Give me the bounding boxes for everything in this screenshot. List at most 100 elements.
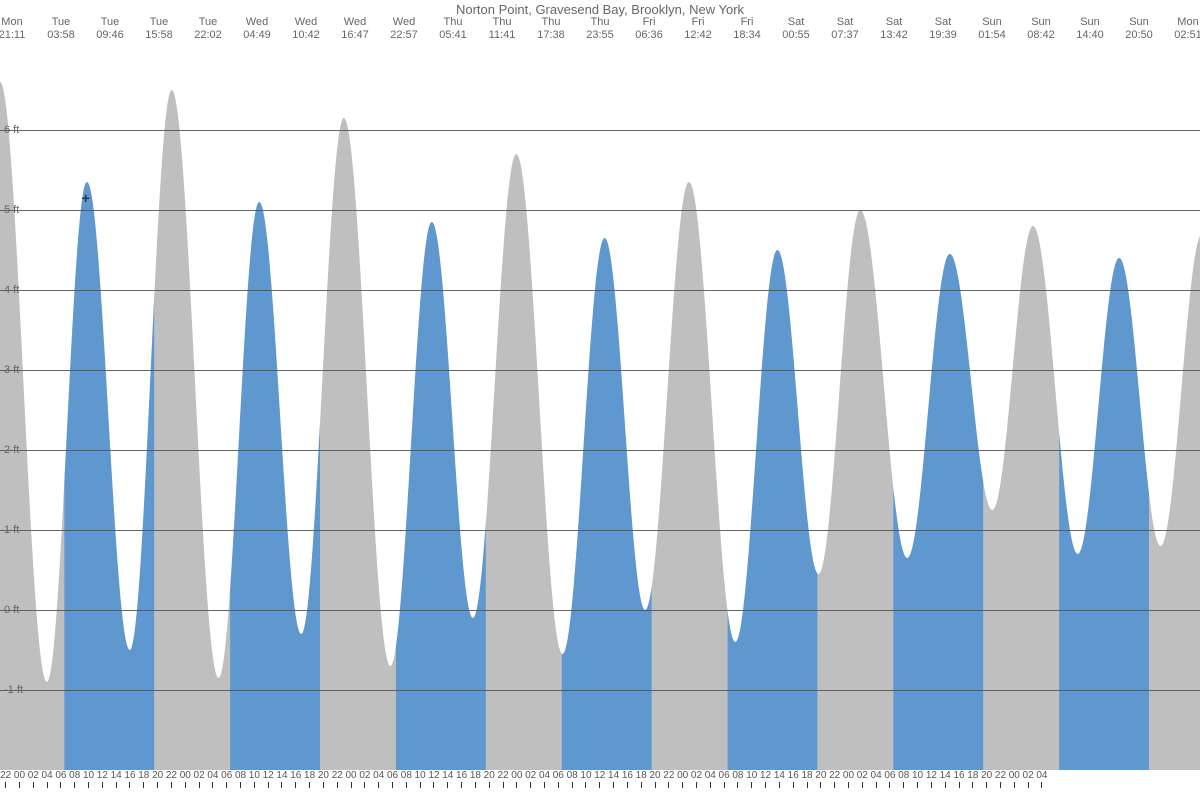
x-tick-mark — [392, 782, 393, 788]
x-tick-mark — [1041, 782, 1042, 788]
x-tick-mark — [793, 782, 794, 788]
header-column: Mon21:11 — [0, 16, 32, 41]
gridline — [0, 290, 1200, 291]
x-tick-mark — [834, 782, 835, 788]
header-day: Thu — [444, 16, 463, 29]
x-tick-mark — [309, 782, 310, 788]
y-axis-label: 0 ft — [4, 604, 19, 616]
x-tick-mark — [351, 782, 352, 788]
x-tick-mark — [475, 782, 476, 788]
x-tick-mark — [572, 782, 573, 788]
header-day: Tue — [150, 16, 169, 29]
x-tick-mark — [972, 782, 973, 788]
x-tick-mark — [420, 782, 421, 788]
header-time: 09:46 — [96, 29, 124, 42]
header-day: Sun — [982, 16, 1002, 29]
header-day: Sat — [837, 16, 854, 29]
header-day: Sat — [788, 16, 805, 29]
x-tick-mark — [281, 782, 282, 788]
x-tick-mark — [60, 782, 61, 788]
x-tick-mark — [917, 782, 918, 788]
header-column: Tue03:58 — [41, 16, 81, 41]
x-tick-mark — [641, 782, 642, 788]
header-column: Fri12:42 — [678, 16, 718, 41]
header-time: 22:57 — [390, 29, 418, 42]
x-tick-mark — [185, 782, 186, 788]
header-time: 18:34 — [733, 29, 761, 42]
header-column: Sat07:37 — [825, 16, 865, 41]
x-tick-mark — [212, 782, 213, 788]
header-column: Fri06:36 — [629, 16, 669, 41]
x-tick-mark — [682, 782, 683, 788]
header-column: Sun08:42 — [1021, 16, 1061, 41]
x-tick-mark — [254, 782, 255, 788]
header-column: Tue22:02 — [188, 16, 228, 41]
header-column: Sat13:42 — [874, 16, 914, 41]
header-time: 06:36 — [635, 29, 663, 42]
x-tick-mark — [516, 782, 517, 788]
x-tick-mark — [544, 782, 545, 788]
x-tick-mark — [903, 782, 904, 788]
header-time: 03:58 — [47, 29, 75, 42]
x-tick-mark — [19, 782, 20, 788]
header-column: Wed04:49 — [237, 16, 277, 41]
x-tick-mark — [696, 782, 697, 788]
gridline — [0, 130, 1200, 131]
x-tick-mark — [171, 782, 172, 788]
header-day: Fri — [741, 16, 754, 29]
header-column: Wed16:47 — [335, 16, 375, 41]
x-tick-mark — [47, 782, 48, 788]
header-day: Mon — [1177, 16, 1198, 29]
x-tick-mark — [406, 782, 407, 788]
x-tick-mark — [489, 782, 490, 788]
header-time: 05:41 — [439, 29, 467, 42]
header-day: Wed — [246, 16, 268, 29]
x-tick-mark — [268, 782, 269, 788]
x-tick-mark — [433, 782, 434, 788]
y-axis-label: 3 ft — [4, 364, 19, 376]
header-time: 11:41 — [489, 29, 516, 42]
x-tick-mark — [862, 782, 863, 788]
header-day: Wed — [344, 16, 366, 29]
header-day: Mon — [1, 16, 22, 29]
header-day: Sat — [935, 16, 952, 29]
x-tick-mark — [945, 782, 946, 788]
header-time: 23:55 — [586, 29, 614, 42]
header-day: Sun — [1080, 16, 1100, 29]
x-tick-mark — [143, 782, 144, 788]
y-axis-label: 1 ft — [4, 524, 19, 536]
x-tick-mark — [116, 782, 117, 788]
header-column: Sat00:55 — [776, 16, 816, 41]
x-tick-mark — [129, 782, 130, 788]
header-day: Wed — [393, 16, 415, 29]
x-tick-mark — [613, 782, 614, 788]
header-day: Wed — [295, 16, 317, 29]
x-tick-mark — [378, 782, 379, 788]
x-tick: 04 — [1032, 770, 1052, 788]
gridline — [0, 610, 1200, 611]
x-tick-mark — [295, 782, 296, 788]
header-column: Mon02:51 — [1168, 16, 1200, 41]
x-tick-mark — [102, 782, 103, 788]
x-tick-mark — [461, 782, 462, 788]
header-time: 21:11 — [0, 29, 25, 42]
plot-area: -1 ft0 ft1 ft2 ft3 ft4 ft5 ft6 ft+ — [0, 50, 1200, 770]
x-tick-mark — [627, 782, 628, 788]
header-column: Wed22:57 — [384, 16, 424, 41]
header-column: Thu05:41 — [433, 16, 473, 41]
header-day: Sat — [886, 16, 903, 29]
header-time: 20:50 — [1125, 29, 1153, 42]
header-column: Tue09:46 — [90, 16, 130, 41]
header-day: Sun — [1129, 16, 1149, 29]
gridline — [0, 690, 1200, 691]
y-axis-label: 4 ft — [4, 284, 19, 296]
header-day: Sun — [1031, 16, 1051, 29]
x-tick-mark — [447, 782, 448, 788]
x-tick-mark — [1014, 782, 1015, 788]
gridline — [0, 530, 1200, 531]
header-column: Thu17:38 — [531, 16, 571, 41]
x-tick-mark — [74, 782, 75, 788]
x-tick-mark — [558, 782, 559, 788]
header-time: 12:42 — [684, 29, 712, 42]
header-column: Sun20:50 — [1119, 16, 1159, 41]
